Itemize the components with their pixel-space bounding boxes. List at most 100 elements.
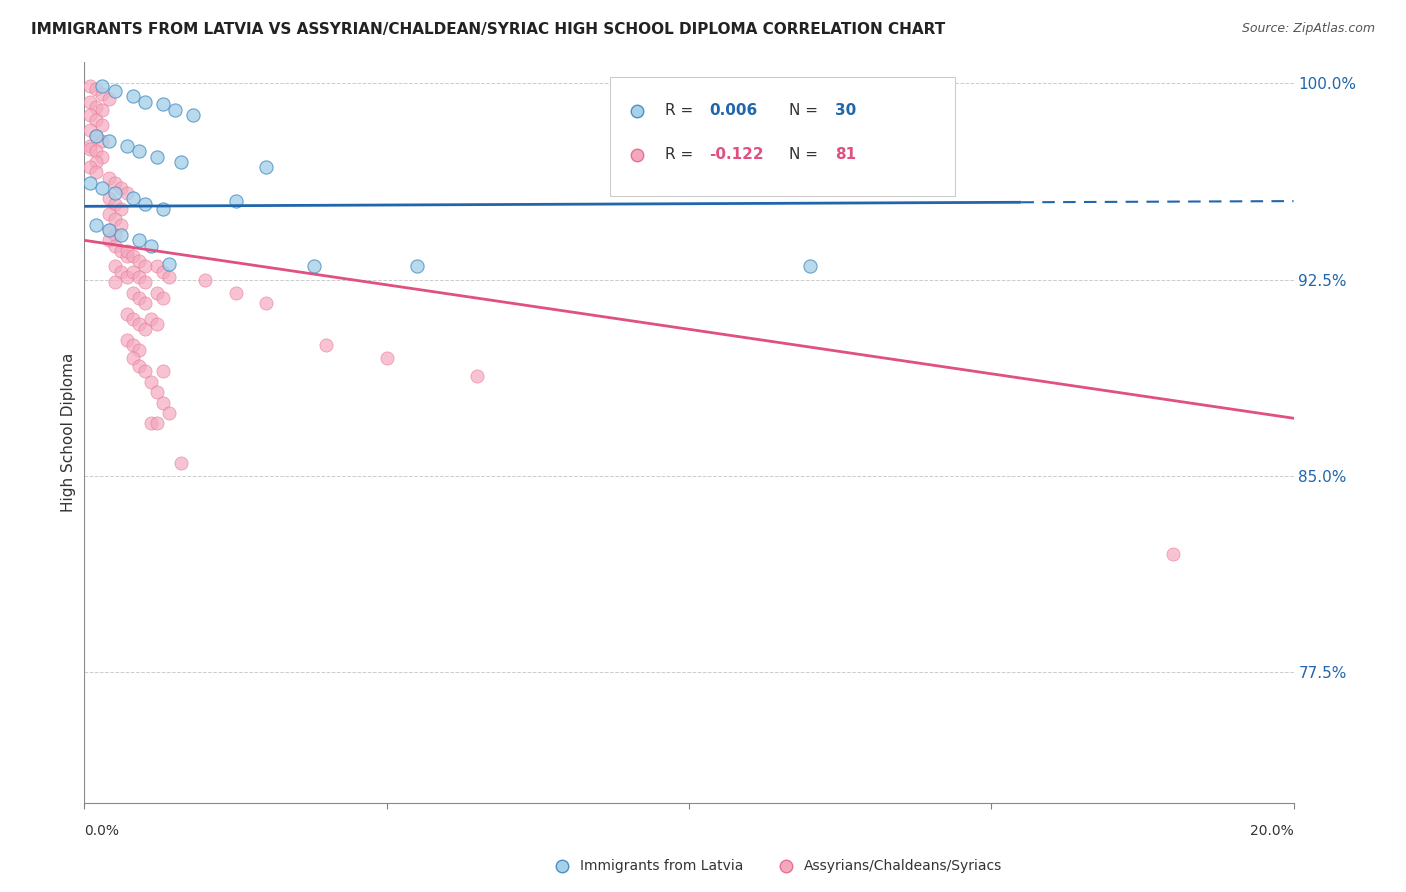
Point <box>152 202 174 216</box>
Point <box>79 142 101 156</box>
Point <box>86 154 108 169</box>
Point <box>91 78 114 93</box>
Text: 0.0%: 0.0% <box>84 823 120 838</box>
Point <box>128 269 150 284</box>
Point <box>115 333 138 347</box>
Point <box>302 260 325 274</box>
Point <box>134 364 156 378</box>
Point <box>254 296 277 310</box>
Point <box>121 338 143 352</box>
Point <box>79 139 101 153</box>
Point <box>97 223 120 237</box>
Text: R =: R = <box>665 103 697 118</box>
Point <box>128 145 150 159</box>
Point <box>91 103 114 117</box>
Text: Immigrants from Latvia: Immigrants from Latvia <box>581 859 744 872</box>
Point <box>254 160 277 174</box>
Point <box>115 307 138 321</box>
Point <box>97 223 120 237</box>
Y-axis label: High School Diploma: High School Diploma <box>60 353 76 512</box>
Point <box>79 78 101 93</box>
Text: -0.122: -0.122 <box>710 147 763 162</box>
Text: N =: N = <box>789 147 823 162</box>
Bar <box>610 78 955 195</box>
Point <box>86 128 108 143</box>
Point <box>181 108 204 122</box>
Point <box>121 351 143 365</box>
Point <box>115 244 138 258</box>
Point <box>121 265 143 279</box>
Point <box>134 296 156 310</box>
Point <box>152 291 174 305</box>
Text: 81: 81 <box>835 147 856 162</box>
Point <box>104 84 127 98</box>
Point <box>157 257 180 271</box>
Point <box>110 202 132 216</box>
Point <box>115 186 138 201</box>
Point <box>97 192 120 206</box>
Text: Source: ZipAtlas.com: Source: ZipAtlas.com <box>1241 22 1375 36</box>
Point <box>121 192 143 206</box>
Point <box>86 165 108 179</box>
Point <box>97 170 120 185</box>
Point <box>115 139 138 153</box>
Point <box>79 176 101 190</box>
Point <box>97 134 120 148</box>
Point <box>170 154 193 169</box>
Point <box>139 311 162 326</box>
Point <box>225 194 247 208</box>
Point <box>152 364 174 378</box>
Point <box>157 269 180 284</box>
Text: 20.0%: 20.0% <box>1250 823 1294 838</box>
Point <box>152 395 174 409</box>
Point <box>104 238 127 252</box>
Point <box>146 260 169 274</box>
Point <box>128 359 150 373</box>
Point <box>315 338 337 352</box>
Point <box>79 160 101 174</box>
Point <box>79 95 101 109</box>
Point <box>134 260 156 274</box>
Point <box>97 207 120 221</box>
Text: Assyrians/Chaldeans/Syriacs: Assyrians/Chaldeans/Syriacs <box>804 859 1002 872</box>
Point <box>121 89 143 103</box>
Point <box>152 97 174 112</box>
Point <box>104 196 127 211</box>
Point <box>128 317 150 331</box>
Point <box>170 456 193 470</box>
Point <box>91 181 114 195</box>
Point <box>86 113 108 128</box>
Point <box>165 103 187 117</box>
Text: IMMIGRANTS FROM LATVIA VS ASSYRIAN/CHALDEAN/SYRIAC HIGH SCHOOL DIPLOMA CORRELATI: IMMIGRANTS FROM LATVIA VS ASSYRIAN/CHALD… <box>31 22 945 37</box>
Point <box>104 275 127 289</box>
Point <box>146 285 169 300</box>
Point <box>134 95 156 109</box>
Point <box>121 285 143 300</box>
Point <box>128 254 150 268</box>
Point <box>104 212 127 227</box>
Point <box>134 196 156 211</box>
Point <box>375 351 398 365</box>
Point <box>86 218 108 232</box>
Point <box>86 81 108 95</box>
Point <box>1161 547 1184 561</box>
Point <box>406 260 429 274</box>
Point <box>799 260 821 274</box>
Point <box>121 311 143 326</box>
Point <box>86 100 108 114</box>
Point <box>104 186 127 201</box>
Point <box>134 275 156 289</box>
Point <box>91 150 114 164</box>
Point <box>86 145 108 159</box>
Point <box>115 269 138 284</box>
Point <box>146 385 169 400</box>
Point <box>146 150 169 164</box>
Text: 0.006: 0.006 <box>710 103 758 118</box>
Text: N =: N = <box>789 103 823 118</box>
Point <box>79 123 101 137</box>
Point <box>134 322 156 336</box>
Point <box>104 228 127 243</box>
Point <box>225 285 247 300</box>
Point <box>157 406 180 420</box>
Point <box>104 260 127 274</box>
